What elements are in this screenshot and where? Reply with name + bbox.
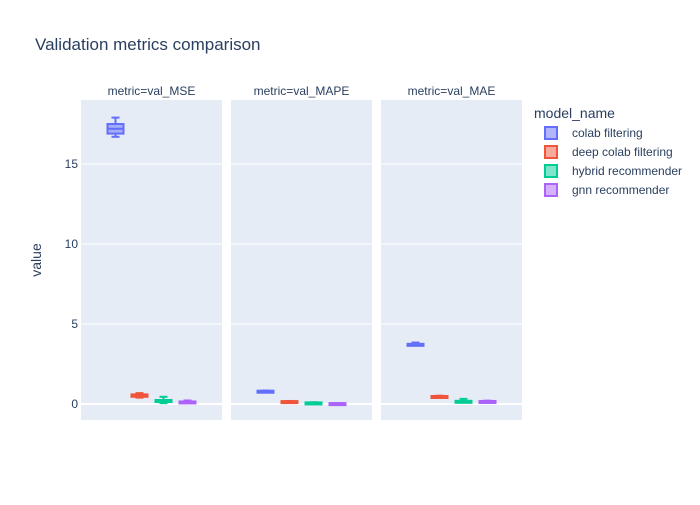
box-gnn-recommender — [478, 399, 497, 404]
facet-panel: metric=val_MAE — [381, 84, 522, 420]
facet-label: metric=val_MSE — [108, 84, 196, 98]
facet-panel: metric=val_MSE — [81, 84, 222, 420]
y-tick-label: 5 — [71, 317, 78, 331]
facet-label: metric=val_MAPE — [254, 84, 350, 98]
y-axis-title: value — [28, 243, 44, 277]
y-tick-label: 15 — [65, 157, 79, 171]
box-deep-colab-filtering — [280, 399, 299, 405]
y-tick-label: 0 — [71, 397, 78, 411]
box-colab-filtering — [406, 341, 425, 347]
box-colab-filtering — [106, 116, 125, 138]
facet-panels: 0 5 10 15 metric=val_MSE metric=val_MAPE metri… — [65, 84, 522, 420]
legend-swatch — [544, 126, 558, 140]
plot-background — [81, 100, 222, 420]
legend-label: gnn recommender — [572, 183, 669, 197]
box-deep-colab-filtering — [430, 394, 449, 399]
legend-label: colab filtering — [572, 126, 643, 140]
box-hybrid-recommender — [304, 401, 323, 406]
box-gnn-recommender — [328, 402, 347, 407]
legend-item: deep colab filtering — [544, 145, 673, 159]
legend-label: deep colab filtering — [572, 145, 673, 159]
chart-title: Validation metrics comparison — [35, 35, 261, 54]
legend-swatch — [544, 164, 558, 178]
box-hybrid-recommender — [454, 397, 473, 404]
legend-item: colab filtering — [544, 126, 643, 140]
legend-item: gnn recommender — [544, 183, 669, 197]
legend-item: hybrid recommender — [544, 164, 682, 178]
box-gnn-recommender — [178, 399, 197, 405]
legend: colab filtering deep colab filtering hybri… — [544, 126, 682, 197]
box-deep-colab-filtering — [130, 392, 149, 399]
box-colab-filtering — [256, 389, 275, 394]
y-tick-label: 10 — [65, 237, 79, 251]
facet-label: metric=val_MAE — [408, 84, 496, 98]
legend-swatch — [544, 145, 558, 159]
legend-label: hybrid recommender — [572, 164, 682, 178]
plot-background — [381, 100, 522, 420]
box-hybrid-recommender — [154, 395, 173, 405]
legend-swatch — [544, 183, 558, 197]
legend-title: model_name — [534, 105, 615, 121]
plot-background — [231, 100, 372, 420]
facet-panel: metric=val_MAPE — [231, 84, 372, 420]
